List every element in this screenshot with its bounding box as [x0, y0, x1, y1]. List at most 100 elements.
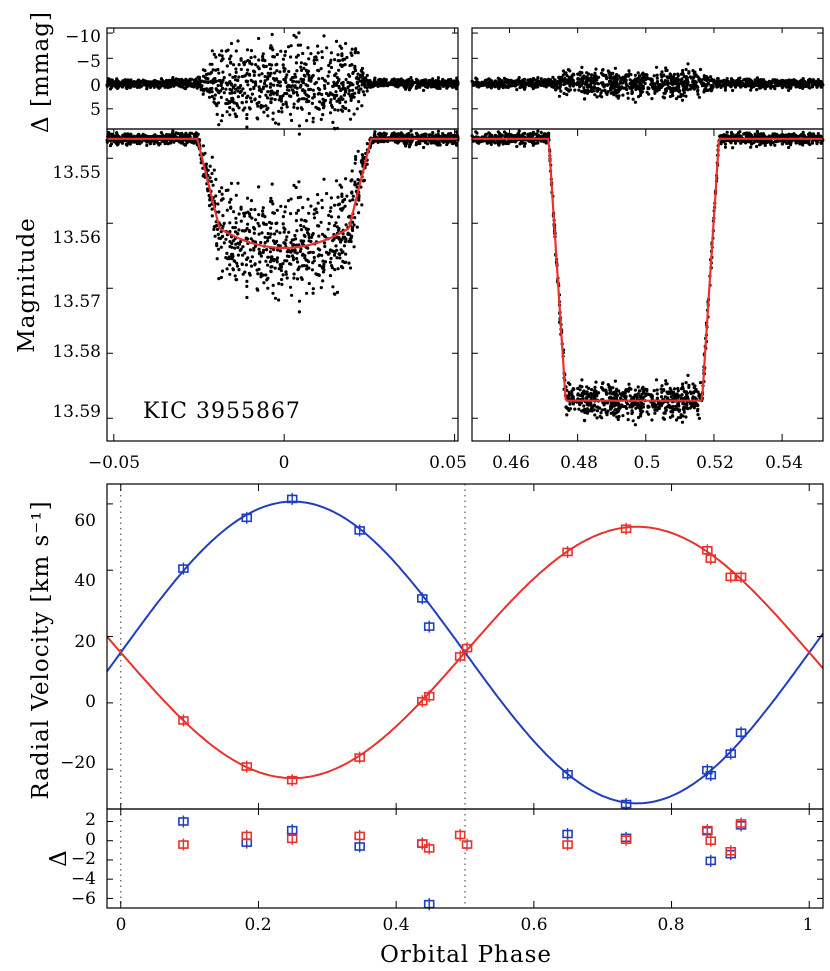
lc-residual-point — [291, 79, 296, 83]
lc-residual-point — [659, 73, 663, 77]
lc-residual-point — [436, 78, 440, 82]
lc-residual-point — [173, 80, 178, 85]
lc-residual-point — [245, 48, 250, 52]
lc-data-point — [269, 255, 273, 259]
lc-residual-point — [269, 44, 273, 48]
lc-data-point — [580, 378, 584, 382]
lc-residual-point — [557, 94, 562, 98]
lc-data-point — [319, 286, 323, 290]
lc-data-point — [347, 239, 351, 243]
lc-data-point — [257, 213, 261, 217]
lc-residual-point — [749, 88, 753, 92]
lc-data-point — [166, 134, 170, 138]
lc-primary-eclipse-panel — [105, 31, 460, 314]
lc-residual-point — [355, 107, 359, 111]
lc-data-point — [284, 238, 288, 242]
lc-residual-point — [250, 92, 254, 96]
lc-data-point — [295, 277, 300, 281]
lc-residual-point — [365, 73, 369, 77]
lc-residual-point — [316, 92, 320, 96]
lc-data-point — [613, 379, 618, 383]
lc-residual-point — [317, 77, 321, 81]
lc-data-point — [333, 203, 337, 207]
lc-data-point — [329, 256, 333, 261]
lc-residual-point — [655, 73, 659, 77]
lc-residual-point — [370, 82, 374, 86]
lc-residual-point — [276, 83, 280, 87]
lc-residual-point — [356, 72, 360, 76]
lc-data-point — [314, 272, 318, 276]
lc-data-point — [349, 236, 353, 240]
lc-residual-point — [417, 81, 421, 85]
lc-data-point — [242, 229, 246, 233]
lc-residual-point — [196, 85, 200, 89]
lc-residual-point — [255, 101, 259, 106]
lc-data-point — [350, 178, 354, 182]
lc-residual-point — [323, 79, 328, 83]
lc-residual-point — [368, 85, 373, 89]
lc-residual-point — [281, 102, 285, 107]
lc-data-point — [214, 194, 218, 198]
lc-residual-point — [307, 78, 311, 82]
lc-residual-point — [290, 118, 294, 123]
lc-data-point — [298, 249, 302, 254]
lc-residual-point — [280, 110, 284, 114]
lc-data-point — [775, 134, 780, 138]
lc-data-point — [353, 216, 357, 220]
lc-data-point — [158, 134, 162, 138]
lc-data-point — [355, 225, 359, 229]
lc-data-point — [120, 141, 124, 145]
lc-data-point — [185, 141, 189, 145]
lc-data-point — [264, 273, 268, 277]
lc-data-point — [294, 243, 299, 247]
lc-residual-point — [190, 83, 194, 88]
lc-residual-point — [285, 105, 289, 109]
lc-residual-point — [271, 117, 275, 121]
lc-residual-point — [496, 76, 500, 80]
lc-residual-point — [220, 80, 224, 84]
lc-residual-point — [287, 69, 291, 74]
lc-data-point — [255, 268, 259, 272]
lc-residual-point — [212, 77, 216, 81]
lc-data-point — [228, 272, 232, 276]
lc-residual-point — [350, 47, 354, 51]
lc-residual-point — [285, 85, 289, 89]
lc-residual-point — [212, 100, 216, 104]
lc-data-point — [431, 131, 435, 135]
lc-data-point — [485, 141, 489, 145]
lc-data-point — [246, 222, 250, 226]
lc-data-point — [650, 401, 654, 405]
lc-data-point — [273, 232, 277, 236]
lc-data-point — [210, 207, 214, 211]
lc-data-point — [628, 405, 632, 409]
lc-residual-point — [334, 39, 339, 44]
lc-residual-point — [292, 33, 296, 37]
lc-data-point — [327, 221, 331, 226]
lc-data-point — [296, 208, 300, 213]
lc-data-point — [309, 204, 313, 208]
lc-data-point — [295, 229, 299, 233]
lc-residual-point — [299, 106, 303, 110]
lc-data-point — [109, 132, 113, 136]
lc-residual-point — [228, 113, 232, 117]
lc-data-point — [116, 134, 120, 138]
lc-data-point — [234, 193, 238, 197]
lc-data-point — [233, 226, 237, 230]
lc-residual-point — [231, 75, 235, 79]
lc-data-point — [318, 263, 322, 268]
lc-data-point — [676, 389, 680, 393]
lc-data-point — [655, 392, 659, 396]
lc-residual-point — [403, 82, 407, 86]
lc-data-point — [311, 250, 315, 255]
lc-data-point — [450, 142, 455, 146]
lc-residual-point — [365, 89, 369, 93]
lc-residual-point — [141, 78, 145, 82]
lc-residual-point — [301, 51, 305, 56]
lc-residual-point — [293, 72, 297, 76]
lc-data-point — [301, 206, 305, 210]
lc-residual-point — [285, 88, 289, 92]
lc-residual-point — [207, 95, 212, 99]
lc-data-point — [231, 252, 235, 257]
lc-residual-point — [285, 73, 289, 77]
lc-residual-point — [203, 80, 208, 84]
